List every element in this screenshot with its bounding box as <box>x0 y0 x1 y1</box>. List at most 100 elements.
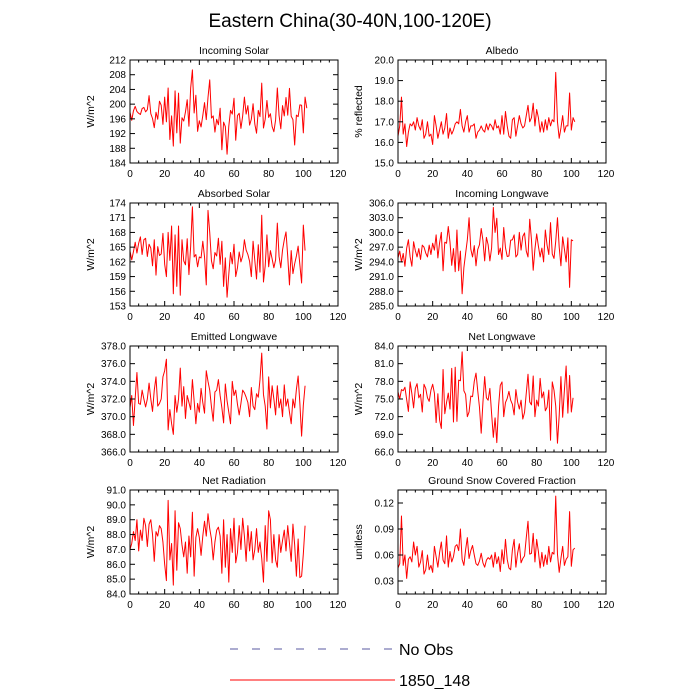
x-tick-label: 60 <box>496 458 508 469</box>
y-tick-label: 159 <box>109 272 126 283</box>
y-tick-label: 81.0 <box>375 359 395 370</box>
x-tick-label: 40 <box>194 458 206 469</box>
x-tick-label: 40 <box>462 600 474 611</box>
plot-frame <box>397 59 607 164</box>
panel-2: Absorbed Solar W/m^2 0 20 40 60 80 100 120 153 156… <box>85 188 347 323</box>
x-tick-label: 100 <box>295 600 312 611</box>
y-tick-label: 200 <box>109 100 126 111</box>
x-tick-label: 120 <box>598 458 615 469</box>
panel-4: Emitted Longwave W/m^2 0 20 40 60 80 100 120 366.… <box>85 331 347 469</box>
x-tick-label: 40 <box>462 169 474 180</box>
y-axis-label: W/m^2 <box>85 526 97 559</box>
y-tick-label: 370.0 <box>101 412 126 423</box>
x-tick-label: 0 <box>395 312 401 323</box>
y-tick-label: 0.06 <box>375 551 395 562</box>
x-tick-label: 120 <box>330 458 347 469</box>
y-tick-label: 303.0 <box>369 213 394 224</box>
y-tick-label: 90.0 <box>107 500 127 511</box>
x-tick-label: 60 <box>496 169 508 180</box>
y-tick-label: 366.0 <box>101 448 126 459</box>
x-tick-label: 0 <box>127 312 133 323</box>
y-tick-label: 72.0 <box>375 412 395 423</box>
x-tick-label: 80 <box>531 169 543 180</box>
y-tick-label: 16.0 <box>375 138 395 149</box>
x-tick-label: 80 <box>263 169 275 180</box>
x-tick-label: 40 <box>462 312 474 323</box>
panel-5: Net Longwave W/m^2 0 20 40 60 80 100 120 66.0 69.0… <box>353 331 615 469</box>
series-line <box>397 71 576 148</box>
y-tick-label: 84.0 <box>107 590 127 601</box>
x-tick-label: 20 <box>427 169 439 180</box>
y-tick-label: 174 <box>109 199 126 210</box>
y-tick-label: 288.0 <box>369 287 394 298</box>
x-tick-label: 20 <box>159 458 171 469</box>
x-tick-label: 60 <box>228 458 240 469</box>
panel-title: Net Radiation <box>202 475 266 487</box>
series-line <box>129 206 306 298</box>
y-tick-label: 208 <box>109 70 126 81</box>
x-tick-label: 20 <box>427 458 439 469</box>
x-tick-label: 120 <box>330 169 347 180</box>
y-tick-label: 0.09 <box>375 525 395 536</box>
panel-title: Albedo <box>486 45 519 57</box>
y-tick-label: 212 <box>109 56 126 67</box>
x-tick-label: 120 <box>330 600 347 611</box>
x-tick-label: 0 <box>395 600 401 611</box>
x-tick-label: 60 <box>496 312 508 323</box>
x-tick-label: 40 <box>462 458 474 469</box>
y-tick-label: 376.0 <box>101 359 126 370</box>
y-axis-label: % reflected <box>353 85 365 138</box>
x-tick-label: 60 <box>228 312 240 323</box>
panel-3: Incoming Longwave W/m^2 0 20 40 60 80 100 120 285… <box>353 188 615 323</box>
plot-frame <box>129 59 339 164</box>
x-tick-label: 80 <box>531 600 543 611</box>
y-tick-label: 300.0 <box>369 228 394 239</box>
x-tick-label: 80 <box>263 312 275 323</box>
y-tick-label: 192 <box>109 129 126 140</box>
y-tick-label: 20.0 <box>375 56 395 67</box>
y-axis-label: W/m^2 <box>353 383 365 416</box>
y-tick-label: 78.0 <box>375 377 395 388</box>
panel-title: Absorbed Solar <box>198 188 271 200</box>
y-tick-label: 165 <box>109 243 126 254</box>
y-axis-label: unitless <box>353 524 365 560</box>
x-tick-label: 80 <box>263 458 275 469</box>
x-tick-label: 120 <box>598 169 615 180</box>
series-line <box>129 352 306 437</box>
plot-frame <box>397 489 607 595</box>
legend-label-no-obs: No Obs <box>399 642 453 659</box>
y-tick-label: 368.0 <box>101 430 126 441</box>
x-tick-label: 0 <box>127 600 133 611</box>
y-tick-label: 184 <box>109 159 126 170</box>
panel-title: Net Longwave <box>468 331 535 343</box>
y-tick-label: 306.0 <box>369 199 394 210</box>
x-tick-label: 100 <box>295 458 312 469</box>
y-tick-label: 18.0 <box>375 97 395 108</box>
legend-label-1850-148: 1850_148 <box>399 673 470 690</box>
series-line <box>129 69 308 155</box>
x-tick-label: 100 <box>563 169 580 180</box>
y-tick-label: 374.0 <box>101 377 126 388</box>
y-tick-label: 378.0 <box>101 342 126 353</box>
panel-7: Ground Snow Covered Fraction unitless 0 20 4… <box>353 475 615 611</box>
series-line <box>397 351 574 444</box>
series-line <box>397 495 576 579</box>
x-tick-label: 120 <box>598 600 615 611</box>
y-axis-label: W/m^2 <box>85 95 97 128</box>
y-tick-label: 91.0 <box>107 486 127 497</box>
y-axis-label: W/m^2 <box>85 383 97 416</box>
x-tick-label: 40 <box>194 600 206 611</box>
y-tick-label: 372.0 <box>101 395 126 406</box>
y-axis-label: W/m^2 <box>353 238 365 271</box>
y-tick-label: 89.0 <box>107 515 127 526</box>
x-tick-label: 100 <box>563 458 580 469</box>
panel-title: Ground Snow Covered Fraction <box>428 475 576 487</box>
figure-title: Eastern China(30-40N,100-120E) <box>208 11 491 32</box>
legend: No Obs 1850_148 <box>230 642 470 690</box>
x-tick-label: 100 <box>563 600 580 611</box>
y-tick-label: 19.0 <box>375 76 395 87</box>
y-axis-label: W/m^2 <box>85 238 97 271</box>
y-tick-label: 153 <box>109 302 126 313</box>
x-tick-label: 100 <box>295 312 312 323</box>
